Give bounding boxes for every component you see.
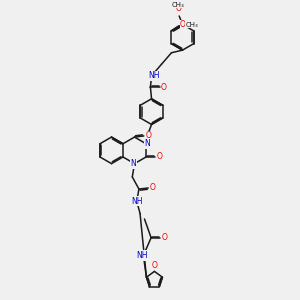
Text: O: O <box>150 184 155 193</box>
Text: N: N <box>130 159 136 168</box>
Text: O: O <box>176 4 181 13</box>
Text: CH₃: CH₃ <box>172 2 185 8</box>
Text: O: O <box>161 83 167 92</box>
Text: NH: NH <box>148 71 160 80</box>
Text: NH: NH <box>136 251 148 260</box>
Text: O: O <box>180 20 186 29</box>
Text: O: O <box>145 131 151 140</box>
Text: O: O <box>152 261 158 270</box>
Text: O: O <box>157 152 163 161</box>
Text: N: N <box>144 139 150 148</box>
Text: NH: NH <box>131 197 142 206</box>
Text: O: O <box>162 233 168 242</box>
Text: CH₃: CH₃ <box>186 22 198 28</box>
